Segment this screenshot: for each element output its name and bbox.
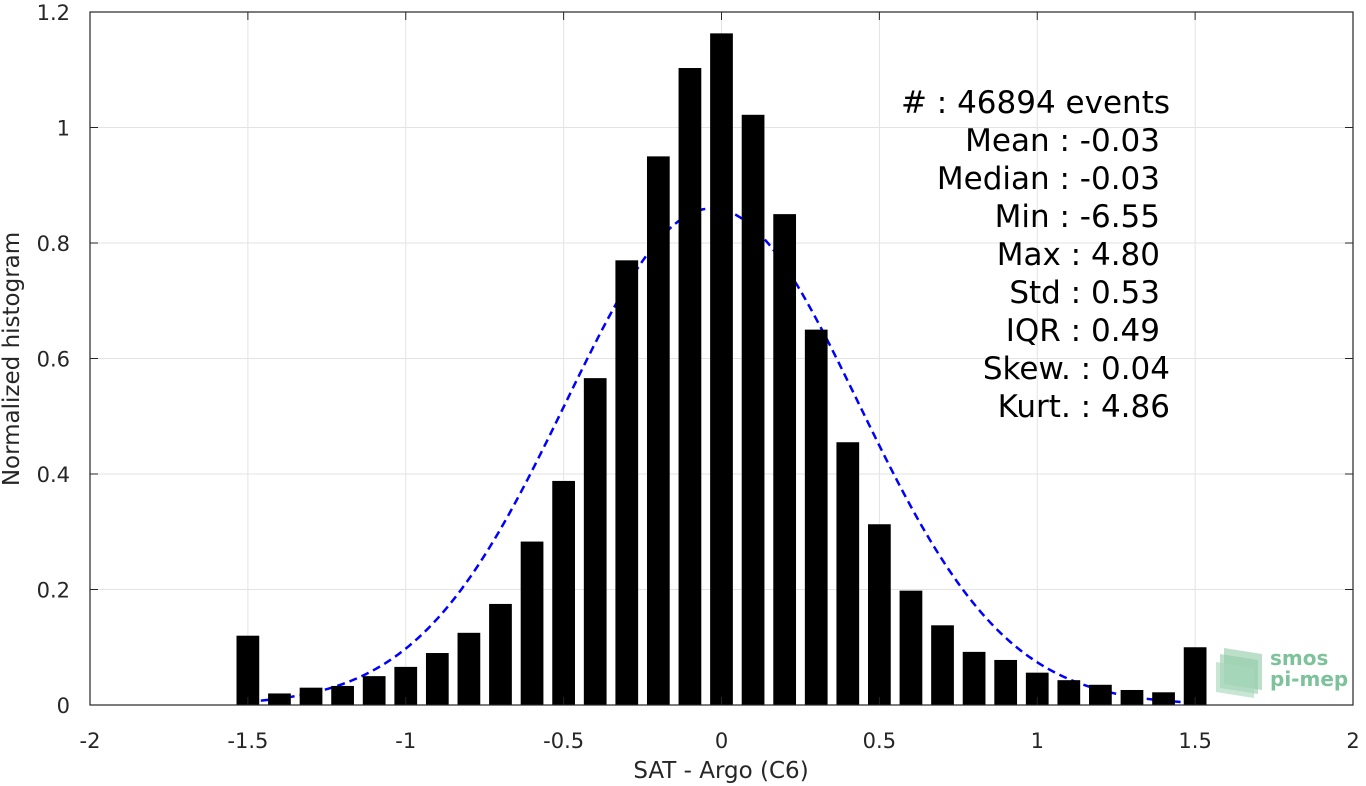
axes <box>89 11 1354 706</box>
histogram-bar <box>520 541 544 705</box>
y-tick-label: 0.8 <box>37 232 70 256</box>
stat-std: Std : 0.53 <box>1009 275 1160 311</box>
stat-mean: Mean : -0.03 <box>965 123 1160 159</box>
y-tick-label: 0.6 <box>37 348 70 372</box>
stat-min: Min : -6.55 <box>995 199 1160 235</box>
histogram-bar <box>1089 684 1112 705</box>
logo-wave-icon <box>1216 648 1262 698</box>
plot-frame <box>89 11 1354 706</box>
histogram-bar <box>899 590 923 705</box>
histogram-bar <box>489 603 512 705</box>
histogram-bar <box>615 260 639 705</box>
x-tick-label: 0 <box>715 729 728 753</box>
histogram-bar <box>962 651 986 705</box>
stat-max: Max : 4.80 <box>997 237 1160 273</box>
histogram-bar <box>552 480 575 705</box>
histogram-bar <box>362 676 386 705</box>
y-tick-label: 0.2 <box>37 579 70 603</box>
x-tick-label: 1.5 <box>1178 729 1211 753</box>
histogram-bar <box>741 114 765 706</box>
histogram-bar <box>1152 692 1175 705</box>
histogram-bars <box>236 33 1207 706</box>
histogram-bar <box>583 378 607 705</box>
histogram-bar <box>1057 680 1081 705</box>
x-tick-label: 2 <box>1346 729 1359 753</box>
gaussian-curve-path <box>247 207 1196 705</box>
tick-labels: -2 -1.5 -1 -0.5 0 0.5 1 1.5 2 0 0.2 0.4 0.6 0.8 1 1.2 <box>37 1 1360 753</box>
smos-pi-mep-logo: smos pi-mep <box>1216 646 1348 698</box>
histogram-bar <box>804 329 828 705</box>
stat-kurt: Kurt. : 4.86 <box>998 389 1170 425</box>
x-axis-title: SAT - Argo (C6) <box>633 758 808 784</box>
gaussian-fit-curve <box>247 207 1196 705</box>
histogram-bar <box>1025 672 1049 705</box>
histogram-bar <box>299 687 323 705</box>
y-tick-label: 0 <box>57 694 70 718</box>
histogram-bar <box>994 659 1018 705</box>
histogram-bar <box>236 635 260 705</box>
x-tick-label: -1.5 <box>227 729 268 753</box>
y-tick-label: 1 <box>57 117 70 141</box>
x-tick-label: -1 <box>395 729 416 753</box>
histogram-bar <box>931 625 954 705</box>
histogram-bar <box>394 666 418 705</box>
histogram-bar <box>268 693 291 705</box>
histogram-bar <box>1183 647 1207 705</box>
y-axis-title: Normalized histogram <box>0 232 25 486</box>
stat-count: # : 46894 events <box>901 85 1170 121</box>
histogram-bar <box>1120 689 1144 705</box>
x-tick-label: 0.5 <box>863 729 896 753</box>
histogram-bar <box>678 68 702 705</box>
y-tick-label: 1.2 <box>37 1 70 25</box>
stat-skew: Skew. : 0.04 <box>983 351 1170 387</box>
statistics-annotations: # : 46894 events Mean : -0.03 Median : -… <box>901 85 1170 425</box>
logo-text-pi-mep: pi-mep <box>1270 667 1348 691</box>
y-tick-label: 0.4 <box>37 463 70 487</box>
histogram-bar <box>710 33 733 706</box>
histogram-bar <box>457 632 481 705</box>
histogram-bar <box>425 653 449 705</box>
logo-text-smos: smos <box>1270 646 1328 670</box>
histogram-bar <box>773 214 797 705</box>
histogram-bar <box>646 156 670 705</box>
histogram-bar <box>331 685 354 705</box>
histogram-bar <box>836 442 860 705</box>
histogram-bar <box>868 524 891 705</box>
x-tick-label: -0.5 <box>543 729 584 753</box>
stat-iqr: IQR : 0.49 <box>1006 313 1160 349</box>
x-tick-label: 1 <box>1031 729 1044 753</box>
stat-median: Median : -0.03 <box>937 161 1160 197</box>
x-tick-label: -2 <box>80 729 101 753</box>
